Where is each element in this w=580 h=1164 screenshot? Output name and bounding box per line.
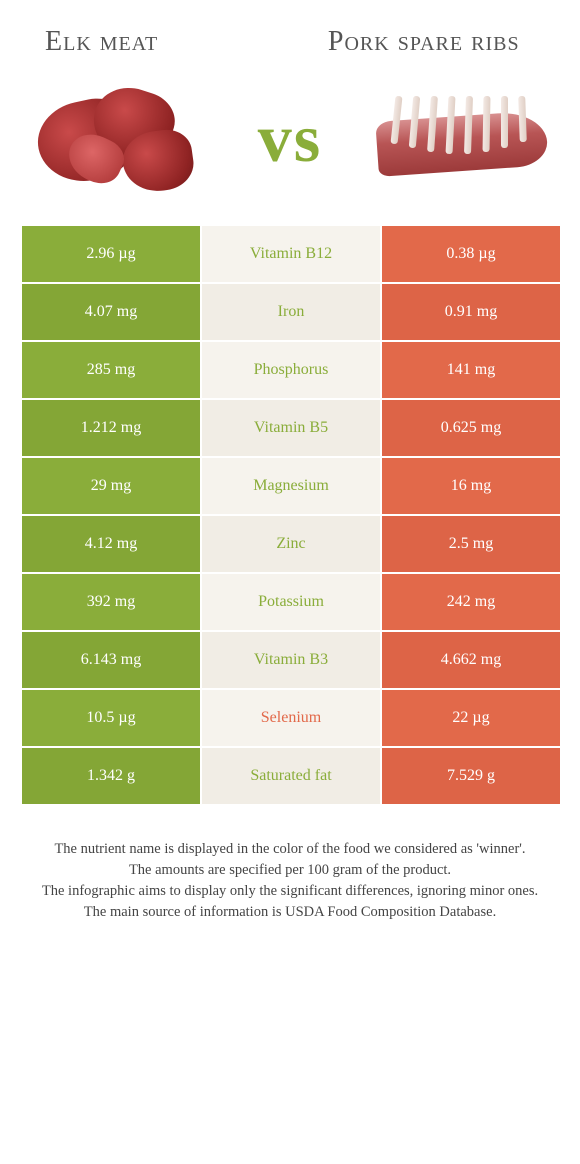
- nutrient-table: 2.96 µgVitamin B120.38 µg4.07 mgIron0.91…: [20, 224, 560, 804]
- cell-right-value: 141 mg: [380, 340, 560, 398]
- table-row: 285 mgPhosphorus141 mg: [20, 340, 560, 398]
- table-row: 29 mgMagnesium16 mg: [20, 456, 560, 514]
- cell-nutrient-name: Zinc: [200, 514, 380, 572]
- table-row: 4.12 mgZinc2.5 mg: [20, 514, 560, 572]
- title-right: Pork spare ribs: [298, 25, 551, 59]
- footer-line: The main source of information is USDA F…: [25, 902, 555, 923]
- elk-meat-icon: [33, 81, 203, 196]
- cell-right-value: 0.91 mg: [380, 282, 560, 340]
- cell-nutrient-name: Iron: [200, 282, 380, 340]
- footer-line: The amounts are specified per 100 gram o…: [25, 860, 555, 881]
- title-right-text: Pork spare ribs: [328, 26, 520, 57]
- cell-right-value: 0.625 mg: [380, 398, 560, 456]
- cell-right-value: 7.529 g: [380, 746, 560, 804]
- cell-left-value: 1.342 g: [20, 746, 200, 804]
- vs-label: vs: [258, 99, 322, 178]
- cell-left-value: 1.212 mg: [20, 398, 200, 456]
- cell-right-value: 242 mg: [380, 572, 560, 630]
- cell-right-value: 22 µg: [380, 688, 560, 746]
- cell-right-value: 0.38 µg: [380, 224, 560, 282]
- cell-right-value: 2.5 mg: [380, 514, 560, 572]
- cell-nutrient-name: Selenium: [200, 688, 380, 746]
- cell-left-value: 29 mg: [20, 456, 200, 514]
- image-right: [370, 74, 555, 204]
- cell-right-value: 16 mg: [380, 456, 560, 514]
- cell-left-value: 285 mg: [20, 340, 200, 398]
- cell-nutrient-name: Vitamin B3: [200, 630, 380, 688]
- cell-nutrient-name: Vitamin B12: [200, 224, 380, 282]
- pork-ribs-icon: [375, 91, 550, 186]
- footer-line: The infographic aims to display only the…: [25, 881, 555, 902]
- cell-left-value: 10.5 µg: [20, 688, 200, 746]
- cell-nutrient-name: Phosphorus: [200, 340, 380, 398]
- cell-left-value: 6.143 mg: [20, 630, 200, 688]
- cell-left-value: 4.07 mg: [20, 282, 200, 340]
- cell-left-value: 4.12 mg: [20, 514, 200, 572]
- footer-line: The nutrient name is displayed in the co…: [25, 839, 555, 860]
- table-row: 392 mgPotassium242 mg: [20, 572, 560, 630]
- cell-right-value: 4.662 mg: [380, 630, 560, 688]
- table-row: 4.07 mgIron0.91 mg: [20, 282, 560, 340]
- title-left: Elk meat: [30, 26, 298, 58]
- cell-left-value: 392 mg: [20, 572, 200, 630]
- table-row: 1.212 mgVitamin B50.625 mg: [20, 398, 560, 456]
- cell-nutrient-name: Magnesium: [200, 456, 380, 514]
- cell-nutrient-name: Vitamin B5: [200, 398, 380, 456]
- header: Elk meat Pork spare ribs: [0, 0, 580, 69]
- table-row: 2.96 µgVitamin B120.38 µg: [20, 224, 560, 282]
- footer-notes: The nutrient name is displayed in the co…: [0, 804, 580, 923]
- cell-nutrient-name: Potassium: [200, 572, 380, 630]
- table-row: 6.143 mgVitamin B34.662 mg: [20, 630, 560, 688]
- images-row: vs: [0, 69, 580, 224]
- cell-left-value: 2.96 µg: [20, 224, 200, 282]
- table-row: 10.5 µgSelenium22 µg: [20, 688, 560, 746]
- cell-nutrient-name: Saturated fat: [200, 746, 380, 804]
- image-left: [25, 74, 210, 204]
- table-row: 1.342 gSaturated fat7.529 g: [20, 746, 560, 804]
